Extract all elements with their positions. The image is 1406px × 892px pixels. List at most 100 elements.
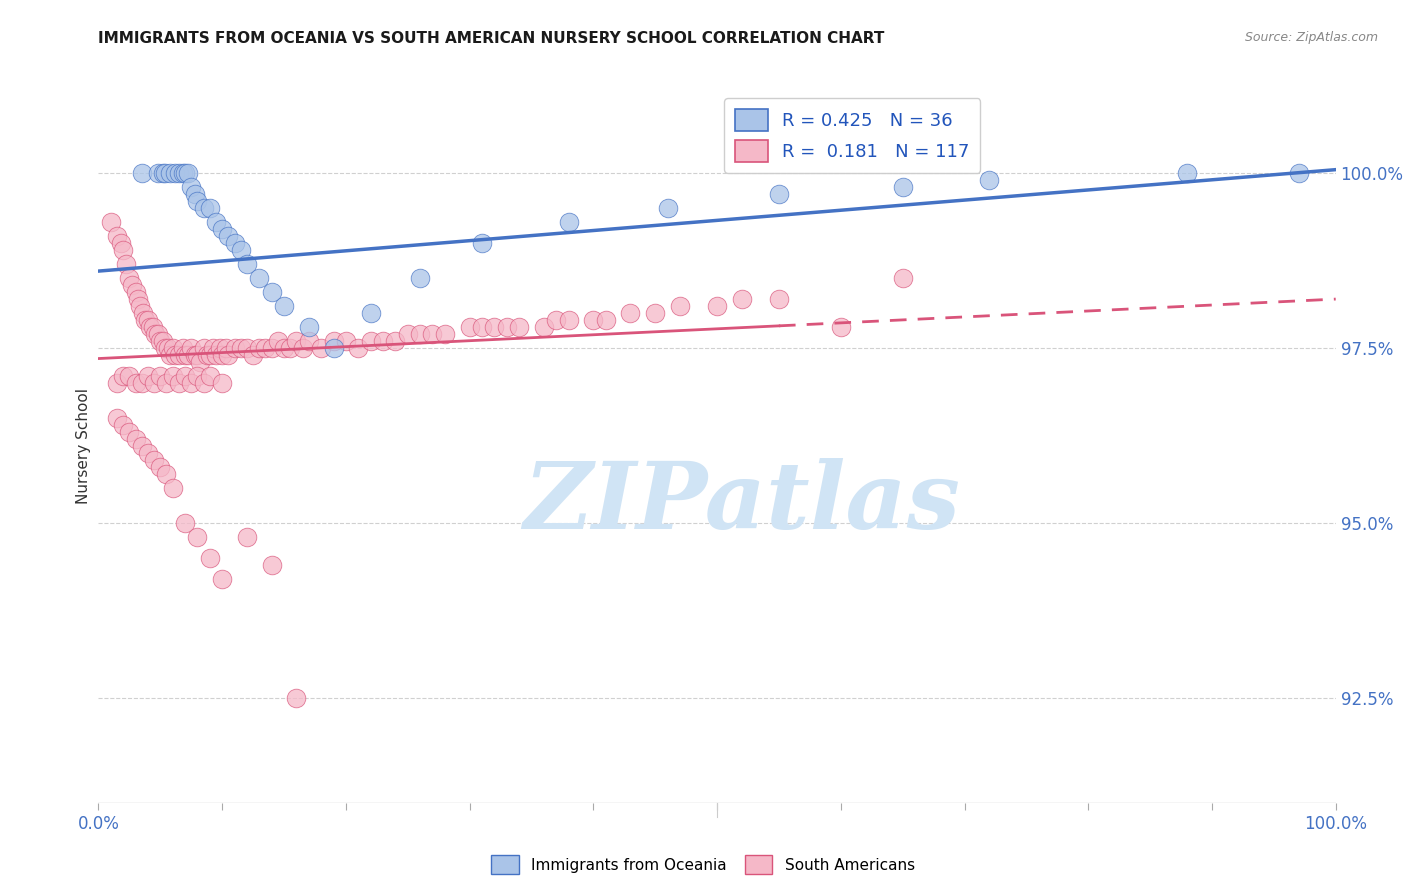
Point (174, 369, 197, 384)
Point (152, 334, 174, 348)
Point (118, 425, 141, 439)
Point (114, 257, 136, 271)
Point (174, 348, 197, 362)
Point (322, 341, 344, 355)
Point (347, 341, 370, 355)
Point (202, 341, 225, 355)
Point (105, 229, 128, 244)
Point (211, 376, 233, 390)
Point (458, 320, 481, 334)
Point (298, 320, 321, 334)
Point (131, 166, 153, 180)
Point (134, 313, 156, 327)
Point (360, 334, 382, 348)
Point (891, 271, 914, 285)
Point (112, 417, 135, 432)
Point (155, 166, 177, 180)
Point (167, 376, 190, 390)
Point (198, 550, 221, 565)
Point (309, 341, 332, 355)
Point (236, 257, 259, 271)
Point (384, 334, 406, 348)
Point (224, 236, 246, 251)
Point (260, 558, 283, 572)
Point (139, 320, 162, 334)
Point (143, 453, 166, 467)
Point (229, 243, 252, 257)
Point (105, 376, 128, 390)
Point (211, 572, 233, 586)
Point (149, 460, 172, 475)
Point (546, 313, 568, 327)
Point (186, 348, 208, 362)
Point (371, 334, 394, 348)
Point (298, 334, 321, 348)
Text: Source: ZipAtlas.com: Source: ZipAtlas.com (1244, 31, 1378, 45)
Point (360, 306, 382, 320)
Point (229, 341, 252, 355)
Point (112, 369, 135, 384)
Point (285, 690, 308, 705)
Point (508, 320, 530, 334)
Point (149, 334, 172, 348)
Point (422, 327, 444, 342)
Y-axis label: Nursery School: Nursery School (76, 388, 91, 504)
Point (172, 341, 194, 355)
Point (409, 327, 432, 342)
Point (155, 467, 177, 481)
Point (118, 369, 141, 384)
Point (198, 369, 221, 384)
Point (186, 369, 208, 384)
Point (100, 215, 122, 229)
Point (136, 369, 159, 384)
Point (143, 376, 166, 390)
Point (891, 180, 914, 194)
Point (159, 166, 181, 180)
Point (129, 299, 152, 313)
Point (110, 236, 132, 251)
Point (533, 320, 555, 334)
Point (260, 341, 283, 355)
Point (174, 166, 197, 180)
Point (186, 194, 208, 208)
Point (582, 313, 605, 327)
Legend: R = 0.425   N = 36, R =  0.181   N = 117: R = 0.425 N = 36, R = 0.181 N = 117 (724, 98, 980, 173)
Point (830, 320, 852, 334)
Point (174, 516, 197, 530)
Point (165, 166, 187, 180)
Point (193, 376, 215, 390)
Point (195, 348, 218, 362)
Point (557, 215, 579, 229)
Point (198, 201, 221, 215)
Point (644, 306, 666, 320)
Point (205, 215, 228, 229)
Point (205, 348, 228, 362)
Point (143, 327, 166, 342)
Point (208, 341, 231, 355)
Point (211, 222, 233, 236)
Point (176, 348, 198, 362)
Point (273, 299, 295, 313)
Point (127, 292, 149, 306)
Point (322, 334, 344, 348)
Point (215, 341, 238, 355)
Point (124, 285, 146, 299)
Point (731, 292, 754, 306)
Point (149, 369, 172, 384)
Point (136, 446, 159, 460)
Point (121, 278, 143, 293)
Point (254, 341, 277, 355)
Point (152, 166, 174, 180)
Point (131, 376, 153, 390)
Point (162, 341, 184, 355)
Point (1288, 166, 1310, 180)
Point (211, 348, 233, 362)
Point (162, 481, 184, 495)
Point (155, 376, 177, 390)
Point (136, 313, 159, 327)
Point (1175, 166, 1198, 180)
Point (146, 166, 169, 180)
Point (184, 187, 207, 202)
Point (165, 348, 187, 362)
Point (595, 313, 617, 327)
